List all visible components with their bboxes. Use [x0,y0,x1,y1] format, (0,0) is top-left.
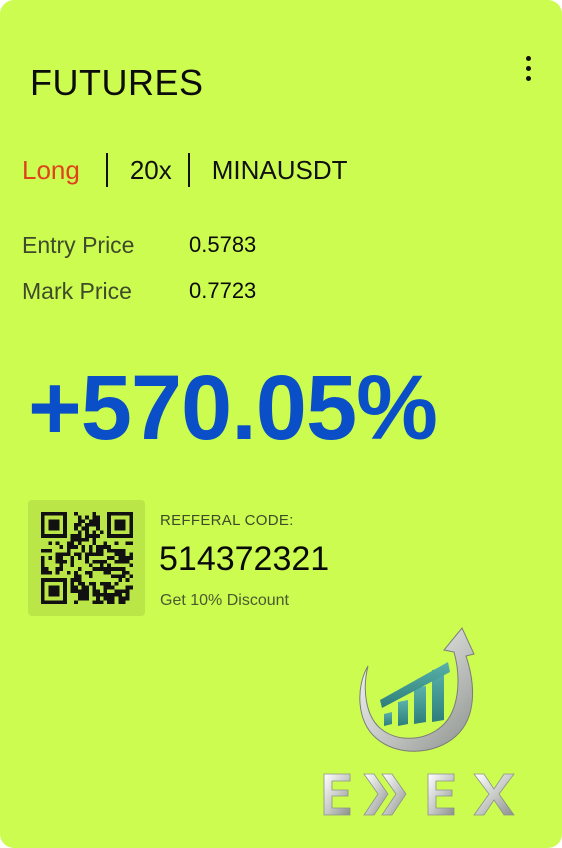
entry-price-value: 0.5783 [189,232,257,257]
referral-code: 514372321 [159,540,330,578]
entry-price-label: Entry Price [22,232,135,258]
referral-label: REFFERAL CODE: [160,512,294,529]
more-vertical-icon[interactable] [519,54,539,84]
divider [187,153,190,187]
mark-price-value: 0.7723 [189,278,257,303]
edex-logo-icon [323,627,515,816]
position-leverage: 20x [129,154,172,185]
referral-discount: Get 10% Discount [160,592,289,609]
pnl-percent: +570.05% [28,357,438,459]
divider [105,153,108,187]
position-summary: Long 20x MINAUSDT [22,150,348,190]
card-title: FUTURES [30,62,204,103]
qr-code-icon [28,500,145,616]
position-side: Long [22,154,80,185]
mark-price-label: Mark Price [22,278,132,304]
trading-pair: MINAUSDT [211,154,348,185]
